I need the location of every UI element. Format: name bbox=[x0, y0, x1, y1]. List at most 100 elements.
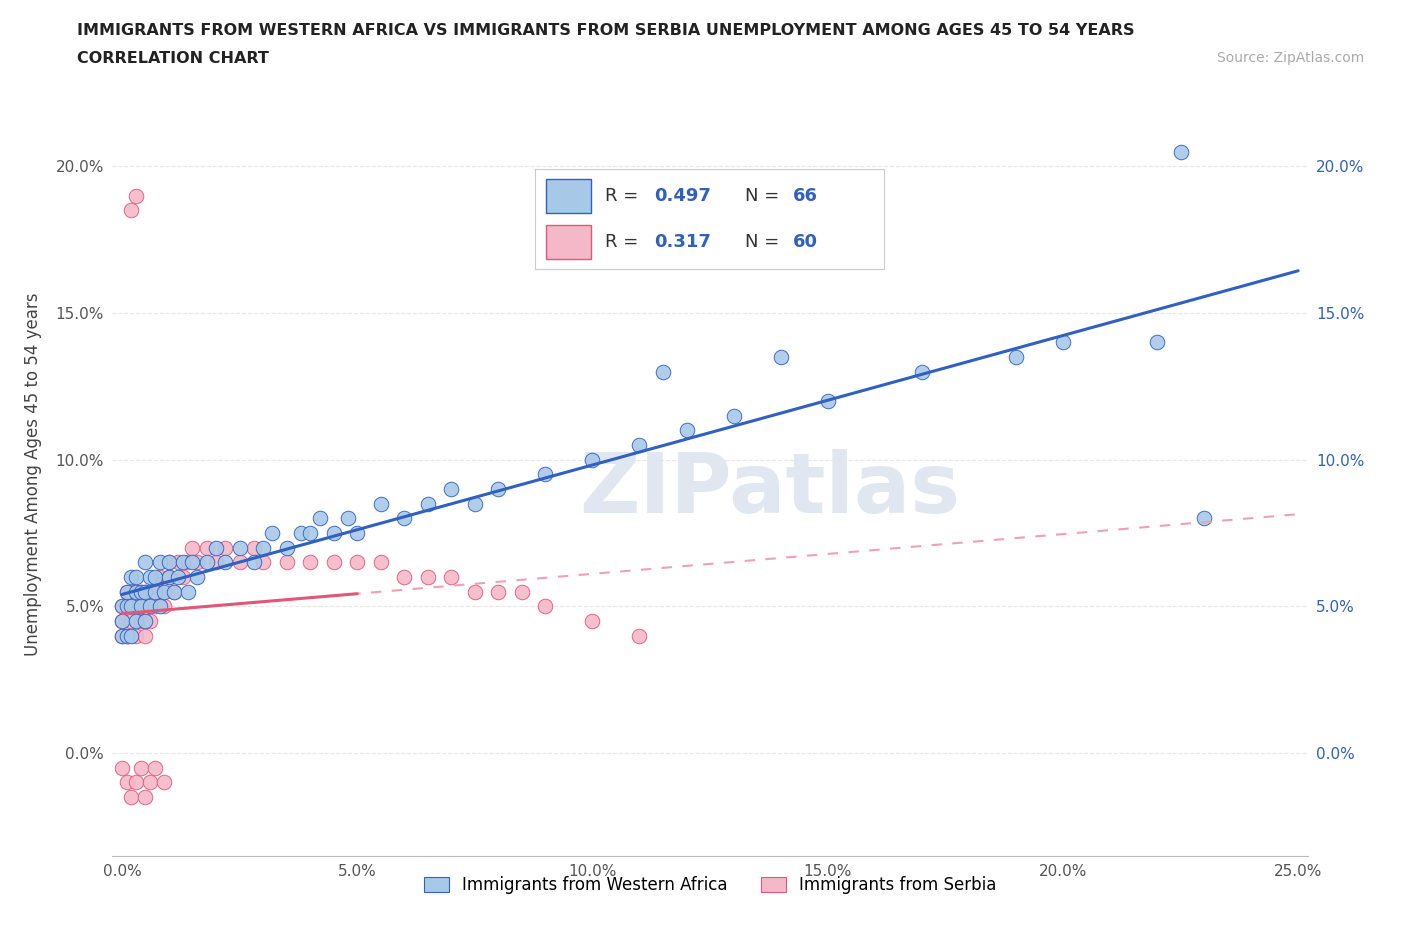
Point bbox=[153, 584, 176, 599]
Point bbox=[290, 525, 312, 540]
Point bbox=[134, 790, 156, 804]
Point bbox=[120, 599, 142, 614]
Point bbox=[392, 511, 415, 525]
Point bbox=[167, 555, 190, 570]
Point bbox=[440, 482, 463, 497]
Point bbox=[1005, 350, 1028, 365]
Point bbox=[139, 614, 162, 629]
Point bbox=[134, 614, 156, 629]
Point bbox=[177, 584, 200, 599]
Point bbox=[111, 599, 134, 614]
Point bbox=[157, 555, 180, 570]
Point bbox=[148, 555, 170, 570]
Point bbox=[148, 599, 170, 614]
Point bbox=[322, 555, 344, 570]
Point bbox=[817, 393, 839, 408]
Point bbox=[652, 365, 675, 379]
Point bbox=[181, 555, 204, 570]
Y-axis label: Unemployment Among Ages 45 to 54 years: Unemployment Among Ages 45 to 54 years bbox=[24, 293, 42, 656]
Point bbox=[1192, 511, 1215, 525]
Point bbox=[336, 511, 359, 525]
Point bbox=[346, 525, 368, 540]
Point bbox=[143, 760, 166, 775]
Point bbox=[242, 540, 264, 555]
Point bbox=[125, 599, 148, 614]
Text: 66: 66 bbox=[793, 187, 818, 205]
Point bbox=[111, 614, 134, 629]
Point bbox=[242, 555, 264, 570]
Point bbox=[129, 584, 152, 599]
Point bbox=[628, 628, 651, 643]
Point bbox=[139, 569, 162, 584]
Text: CORRELATION CHART: CORRELATION CHART bbox=[77, 51, 269, 66]
Point bbox=[115, 599, 138, 614]
Point bbox=[167, 569, 190, 584]
Point bbox=[172, 569, 194, 584]
Point bbox=[125, 775, 148, 790]
Point bbox=[111, 599, 134, 614]
Point bbox=[769, 350, 792, 365]
Point bbox=[464, 584, 486, 599]
Point bbox=[416, 497, 439, 512]
Point bbox=[172, 555, 194, 570]
Point bbox=[115, 628, 138, 643]
Point bbox=[510, 584, 533, 599]
Point bbox=[134, 614, 156, 629]
Point bbox=[628, 437, 651, 452]
Point bbox=[134, 584, 156, 599]
Point bbox=[911, 365, 934, 379]
Point bbox=[370, 555, 392, 570]
Point bbox=[148, 569, 170, 584]
Point bbox=[299, 555, 322, 570]
Point bbox=[181, 540, 204, 555]
Point bbox=[214, 540, 236, 555]
Text: R =: R = bbox=[605, 233, 644, 251]
Point bbox=[276, 555, 298, 570]
Point bbox=[134, 555, 156, 570]
Point bbox=[675, 423, 697, 438]
Point bbox=[370, 497, 392, 512]
Point bbox=[125, 628, 148, 643]
Point bbox=[143, 599, 166, 614]
Point bbox=[486, 482, 509, 497]
Point bbox=[134, 628, 156, 643]
Point bbox=[252, 555, 274, 570]
Point bbox=[125, 584, 148, 599]
Point bbox=[322, 525, 344, 540]
Point bbox=[252, 540, 274, 555]
Point bbox=[276, 540, 298, 555]
Point bbox=[581, 452, 603, 467]
Point bbox=[186, 555, 208, 570]
Point bbox=[115, 775, 138, 790]
Point bbox=[163, 584, 186, 599]
Legend: Immigrants from Western Africa, Immigrants from Serbia: Immigrants from Western Africa, Immigran… bbox=[418, 870, 1002, 900]
Point bbox=[148, 584, 170, 599]
Point bbox=[1052, 335, 1074, 350]
Point bbox=[486, 584, 509, 599]
Point bbox=[1170, 144, 1192, 159]
Point bbox=[115, 628, 138, 643]
Point bbox=[392, 569, 415, 584]
Text: IMMIGRANTS FROM WESTERN AFRICA VS IMMIGRANTS FROM SERBIA UNEMPLOYMENT AMONG AGES: IMMIGRANTS FROM WESTERN AFRICA VS IMMIGR… bbox=[77, 23, 1135, 38]
Point bbox=[228, 555, 250, 570]
Point bbox=[111, 614, 134, 629]
Point bbox=[125, 569, 148, 584]
Point bbox=[214, 555, 236, 570]
Point bbox=[115, 584, 138, 599]
Point bbox=[157, 569, 180, 584]
Point bbox=[111, 628, 134, 643]
Point bbox=[157, 569, 180, 584]
Point bbox=[115, 584, 138, 599]
Point bbox=[228, 540, 250, 555]
Point bbox=[120, 203, 142, 218]
Point bbox=[143, 569, 166, 584]
Point bbox=[120, 569, 142, 584]
Point bbox=[1146, 335, 1168, 350]
Point bbox=[120, 614, 142, 629]
Point bbox=[129, 614, 152, 629]
Point bbox=[299, 525, 322, 540]
Point bbox=[125, 584, 148, 599]
Point bbox=[153, 775, 176, 790]
Text: 0.497: 0.497 bbox=[654, 187, 711, 205]
Point bbox=[115, 599, 138, 614]
